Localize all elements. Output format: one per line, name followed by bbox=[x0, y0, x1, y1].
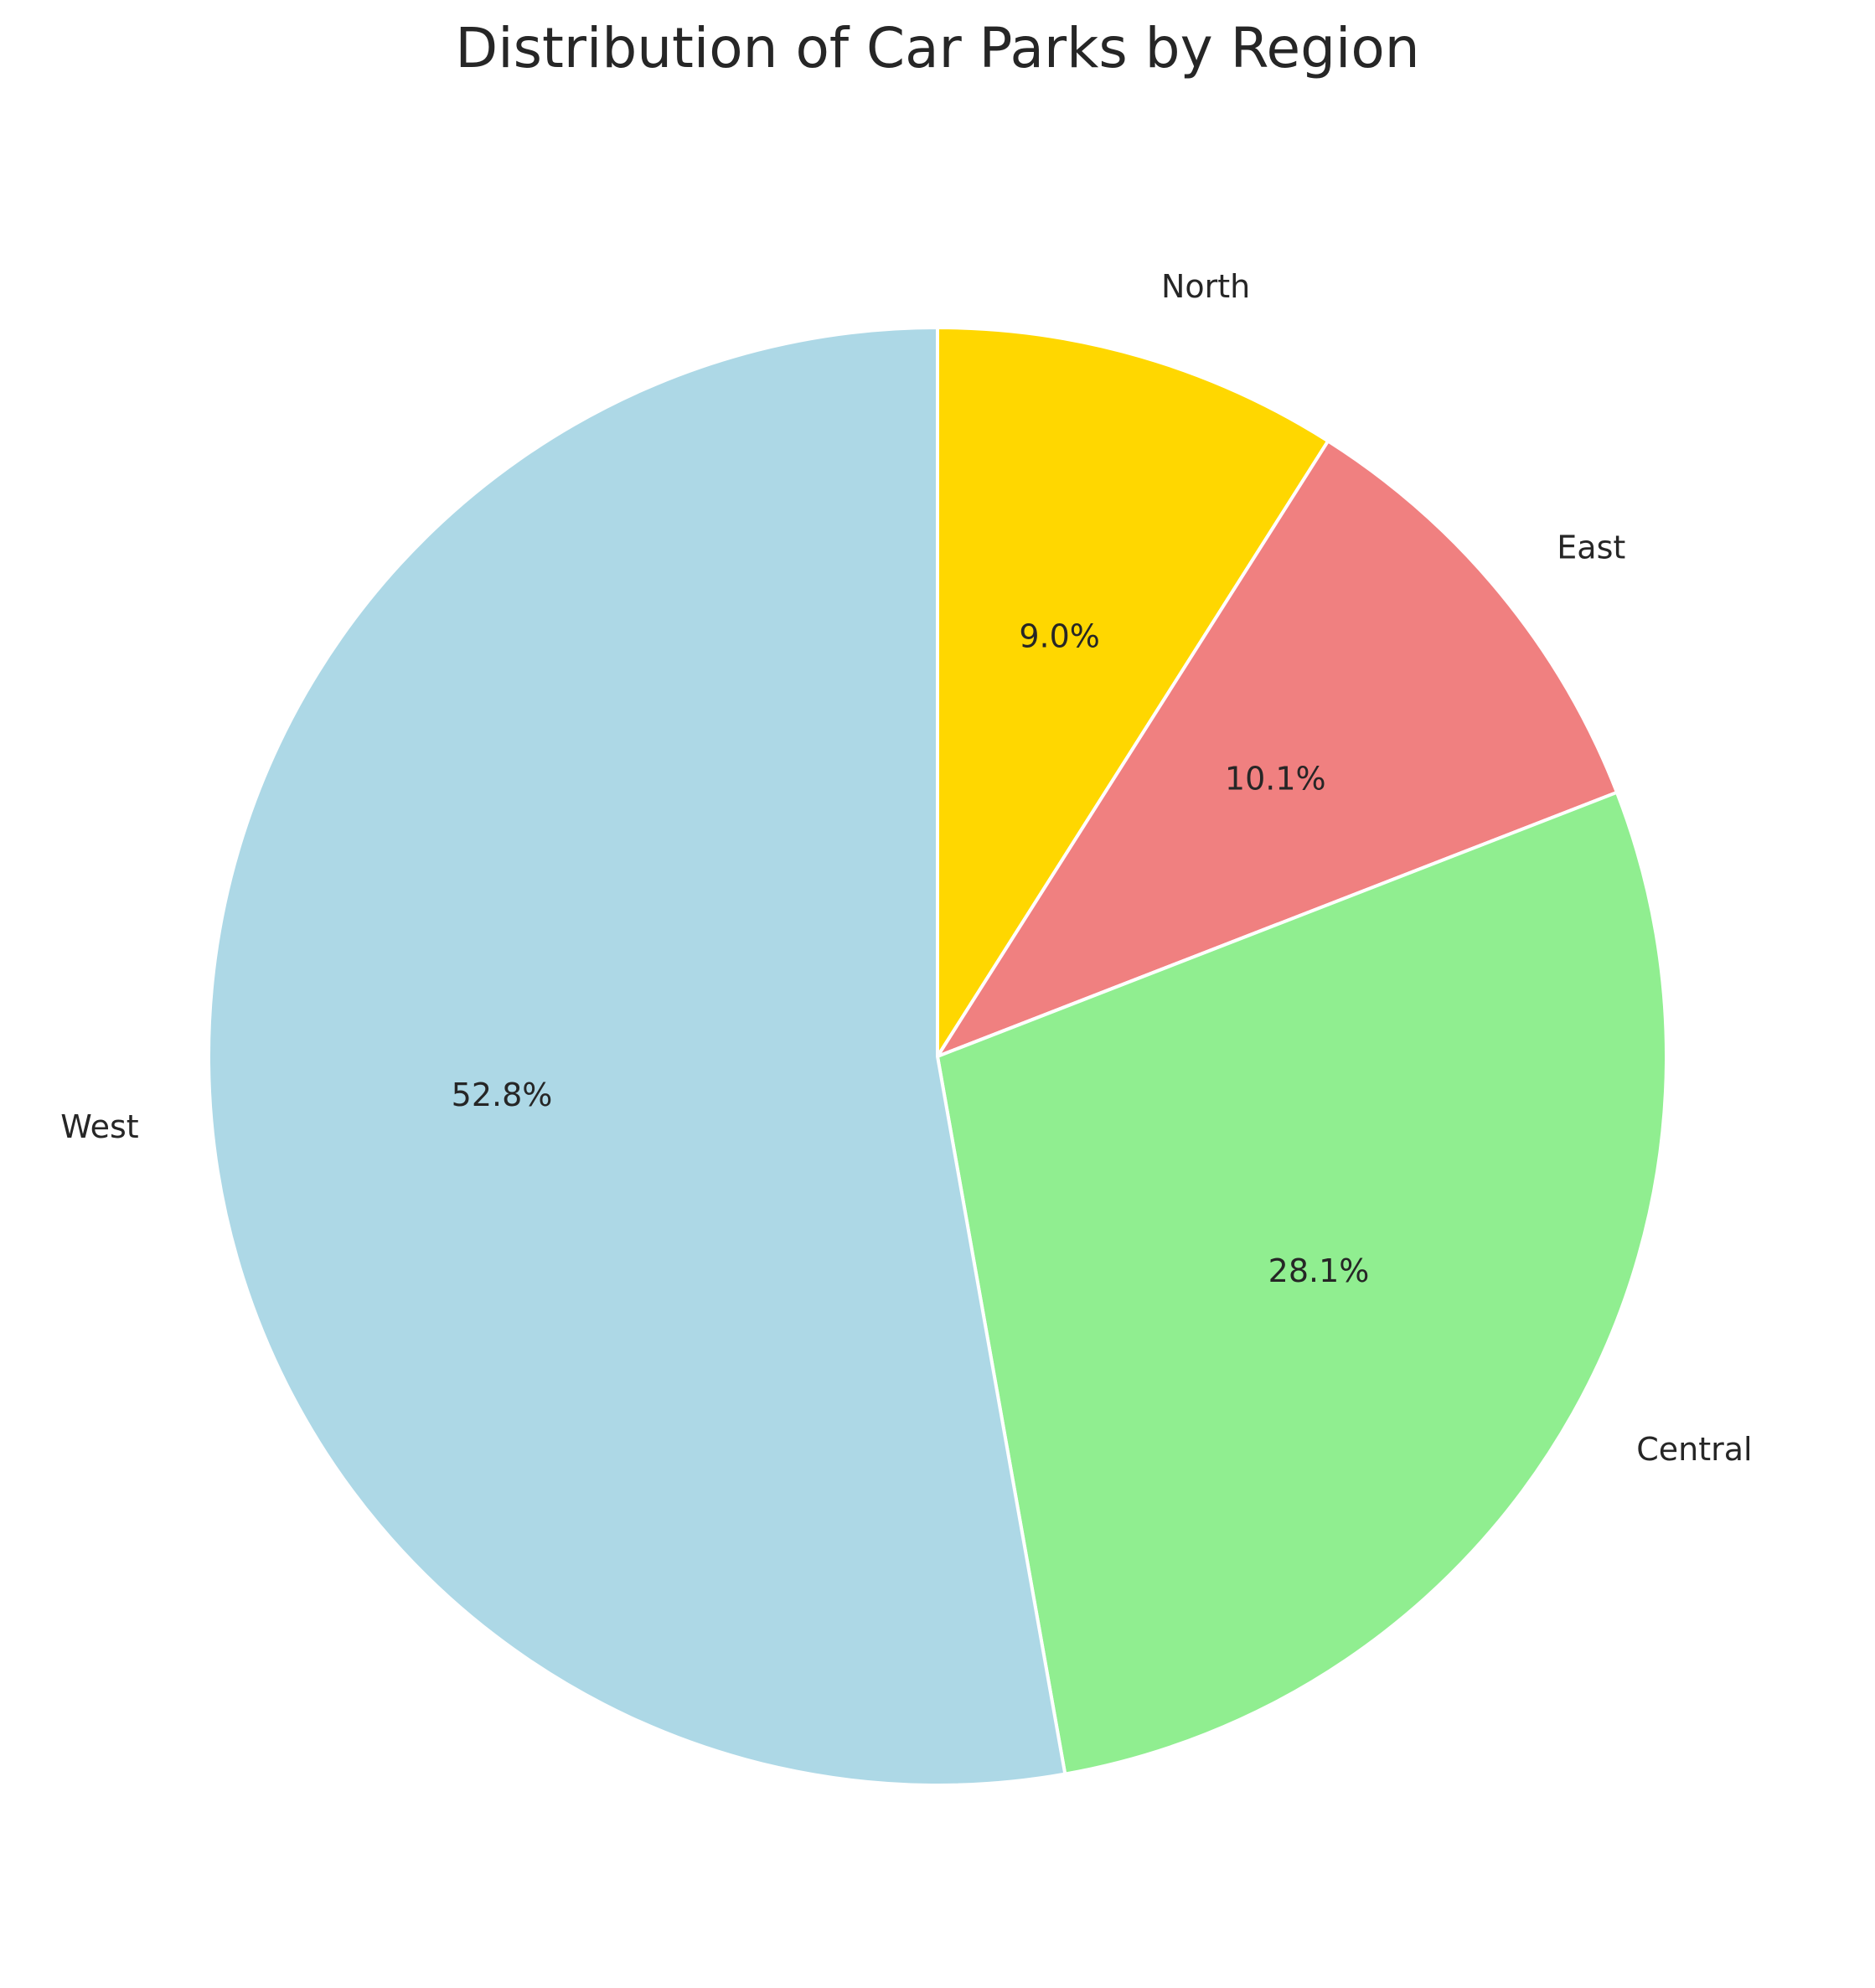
slice-value-north: 9.0% bbox=[1019, 618, 1100, 655]
slice-label-central: Central bbox=[1636, 1431, 1752, 1468]
pie-labels: North 9.0% East 10.1% Central 28.1% West 52.8% bbox=[60, 268, 1752, 1468]
pie-slices bbox=[207, 326, 1668, 1787]
slice-label-north: North bbox=[1161, 268, 1250, 305]
slice-label-east: East bbox=[1557, 529, 1625, 565]
pie-slice-east bbox=[936, 439, 1619, 1058]
slice-value-west: 52.8% bbox=[452, 1077, 553, 1113]
pie-slice-north bbox=[936, 326, 1330, 1058]
slice-label-west: West bbox=[60, 1108, 138, 1145]
slice-value-central: 28.1% bbox=[1268, 1252, 1370, 1289]
slice-value-east: 10.1% bbox=[1225, 761, 1326, 798]
chart-title: Distribution of Car Parks by Region bbox=[455, 16, 1419, 80]
pie-slice-west bbox=[207, 326, 1067, 1787]
pie-slice-central bbox=[936, 790, 1668, 1776]
